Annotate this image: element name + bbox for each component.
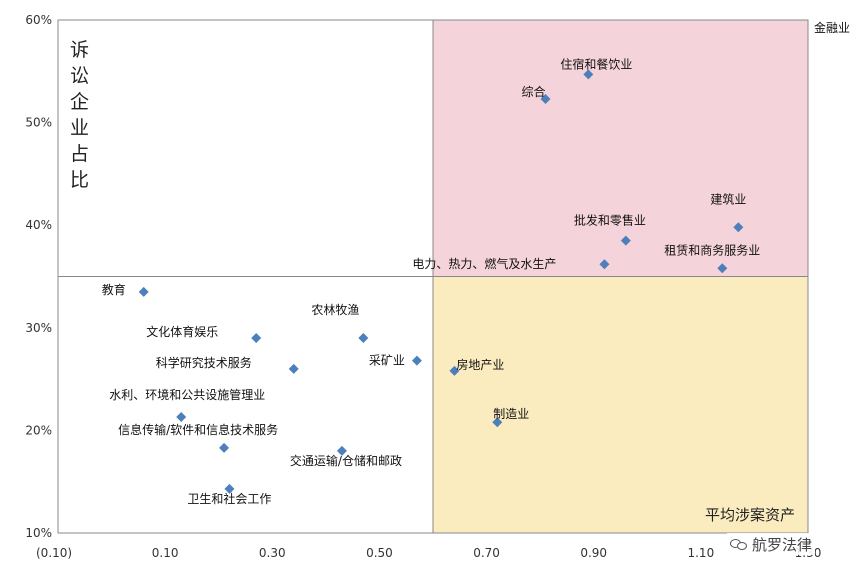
data-point-marker [358, 333, 369, 344]
watermark: 航罗法律 [727, 533, 816, 555]
data-point-label: 水利、环境和公共设施管理业 [109, 387, 265, 402]
y-axis-label: 诉讼企业占比 [70, 39, 89, 191]
y-tick-label: 40% [25, 218, 52, 232]
x-tick-label: 0.30 [259, 546, 286, 560]
x-tick-label: 0.50 [366, 546, 393, 560]
data-point-label: 制造业 [493, 407, 529, 421]
data-point-marker [449, 365, 460, 376]
data-point-label: 采矿业 [369, 354, 405, 368]
data-point-label: 建筑业 [710, 191, 746, 206]
x-tick-label: 0.10 [152, 546, 179, 560]
y-axis-ticks: 10% 20% 30% 40% 50% 60% [25, 13, 52, 540]
data-point-marker [492, 417, 503, 428]
data-point-label: 教育 [102, 282, 126, 297]
y-tick-label: 50% [25, 116, 52, 130]
data-point-marker [176, 412, 187, 423]
data-point-label: 文化体育娱乐 [146, 324, 218, 339]
data-point-marker [251, 333, 262, 344]
x-tick-label: 0.70 [473, 546, 500, 560]
data-point-label: 综合 [522, 84, 546, 99]
data-point-marker [599, 259, 610, 270]
data-points [138, 69, 744, 494]
data-point-label: 电力、热力、燃气及水生产 [412, 256, 556, 271]
data-point-marker [288, 363, 299, 374]
x-tick-label: 0.90 [580, 546, 607, 560]
quadrant-upper-right [433, 20, 808, 277]
data-point-marker [138, 286, 149, 297]
data-point-marker [336, 445, 347, 456]
x-axis-ticks: (0.10)0.100.300.500.700.901.101.30 [36, 546, 821, 560]
data-point-marker [717, 263, 728, 274]
watermark-text: 航罗法律 [752, 535, 813, 554]
x-tick-label: (0.10) [36, 546, 72, 560]
x-tick-label: 1.10 [687, 546, 714, 560]
y-tick-label: 60% [25, 13, 52, 27]
data-point-label: 租赁和商务服务业 [664, 242, 760, 257]
y-tick-label: 20% [25, 423, 52, 437]
data-point-marker [219, 442, 230, 453]
data-point-marker [411, 355, 422, 366]
data-point-label: 批发和零售业 [574, 213, 646, 228]
data-point-label: 信息传输/软件和信息技术服务 [118, 422, 278, 437]
data-point-label: 科学研究技术服务 [156, 355, 252, 370]
y-tick-label: 10% [25, 526, 52, 540]
data-point-label: 交通运输/仓储和邮政 [290, 453, 402, 468]
quadrant-lower-right [433, 276, 808, 533]
data-point-marker [733, 222, 744, 233]
data-point-marker [540, 94, 551, 105]
data-point-label: 房地产业 [456, 357, 504, 372]
data-point-marker [583, 69, 594, 80]
x-axis-label: 平均涉案资产 [705, 506, 795, 524]
data-point-marker [620, 235, 631, 246]
data-point-label: 卫生和社会工作 [187, 491, 271, 506]
data-point-label: 金融业 [814, 20, 850, 35]
data-point-label: 住宿和餐饮业 [560, 56, 632, 71]
wechat-icon [730, 537, 748, 551]
y-tick-label: 30% [25, 321, 52, 335]
data-point-marker [224, 483, 235, 494]
data-point-label: 农林牧渔 [311, 303, 359, 317]
